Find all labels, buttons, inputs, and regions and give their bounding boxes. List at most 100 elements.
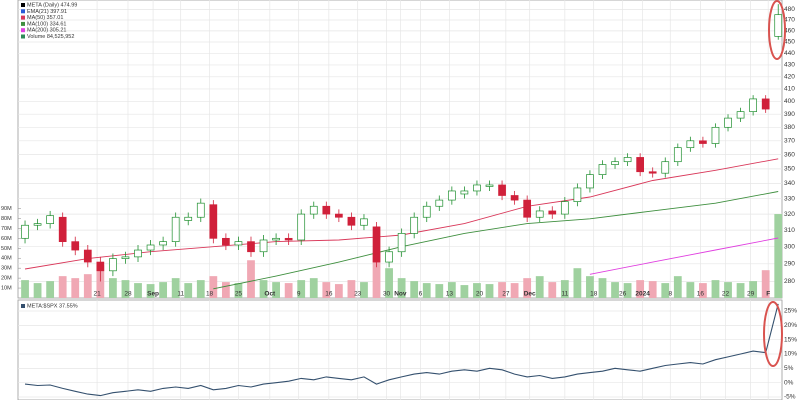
volume-bar (21, 280, 29, 298)
candle-body (83, 249, 92, 263)
candle-body (96, 261, 105, 272)
volume-bar (397, 278, 406, 298)
candle-body (774, 14, 783, 37)
candle-body (699, 140, 707, 144)
volume-bar (46, 281, 55, 298)
moving-average-layer (24, 158, 779, 397)
volume-bar (711, 280, 720, 298)
candle-body (673, 147, 682, 163)
y-tick-label: 0% (784, 379, 794, 386)
volume-bar (560, 280, 569, 298)
candle-body (498, 184, 506, 196)
y-tick-label: 400 (784, 98, 795, 105)
volume-tick-label: 10M (1, 286, 12, 292)
candle-body (447, 190, 456, 201)
x-tick-label: 26 (619, 291, 627, 298)
volume-bar (523, 278, 532, 298)
y-tick-label: 440 (784, 50, 795, 57)
volume-bar (435, 284, 444, 298)
grid-layer (18, 0, 782, 400)
volume-bar (347, 280, 356, 298)
candle-body (171, 216, 180, 242)
candle-body (109, 258, 117, 272)
x-tick-label: Sep (147, 291, 159, 298)
y-tick-label: 25% (784, 308, 797, 315)
volume-bar (661, 283, 670, 298)
volume-bar (121, 280, 130, 298)
volume-tick-label: 30M (1, 266, 12, 272)
y-tick-label: 470 (784, 17, 795, 24)
x-tick-label: 16 (325, 291, 333, 298)
ratio-line (24, 303, 779, 397)
y-tick-label: 480 (784, 6, 795, 13)
x-tick-label: 9 (297, 291, 301, 298)
candle-body (686, 140, 695, 149)
candle-body (196, 202, 205, 218)
volume-tick-label: 40M (1, 256, 12, 262)
volume-bar (598, 278, 607, 298)
volume-bar (749, 281, 758, 298)
x-tick-label: 29 (747, 291, 755, 298)
volume-bar (611, 282, 619, 298)
volume-bar (171, 278, 180, 298)
candle-body (347, 216, 356, 226)
candle-body (761, 98, 770, 110)
volume-bar (485, 284, 494, 298)
candle-body (623, 157, 632, 163)
legend-entry: Volume 84,525,952 (27, 34, 74, 40)
candle-body (598, 164, 607, 175)
volume-tick-label: 50M (1, 246, 12, 252)
volume-bar (71, 278, 80, 298)
volume-tick-label: 70M (1, 226, 12, 232)
y-tick-label: 320 (784, 211, 795, 218)
candle-body (749, 98, 757, 112)
y-tick-label: 300 (784, 243, 795, 250)
legend-swatch (21, 9, 25, 14)
x-tick-label: 30 (383, 291, 391, 298)
legend-swatch (21, 3, 25, 7)
volume-bar (109, 278, 117, 298)
volume-bar (297, 280, 306, 298)
volume-bar (134, 283, 142, 298)
x-tick-label: 11 (177, 291, 184, 298)
x-tick-label: 13 (446, 291, 454, 298)
y-tick-label: 5% (784, 365, 794, 372)
x-tick-label: 20 (476, 291, 484, 298)
x-tick-label: Oct (264, 291, 276, 298)
candle-body (247, 241, 255, 253)
candle-body (648, 171, 657, 174)
candle-body (209, 204, 218, 239)
volume-bar (284, 283, 293, 298)
volume-bar (83, 274, 92, 298)
candle-body (234, 241, 243, 246)
volume-bar (736, 283, 745, 298)
candle-body (33, 223, 42, 226)
candle-body (560, 201, 569, 215)
y-tick-label: 280 (784, 278, 795, 285)
legend-entry: MA(200) 305.21 (27, 28, 66, 34)
candle-body (46, 215, 54, 224)
candle-body (523, 199, 532, 218)
volume-bar (422, 283, 431, 298)
candle-body (159, 241, 167, 246)
x-tick-label: 21 (93, 291, 101, 298)
y-tick-label: 10% (784, 351, 797, 358)
volume-bar (360, 282, 368, 298)
x-tick-label: 6 (419, 291, 423, 298)
candle-body (272, 237, 280, 241)
y-tick-label: 420 (784, 74, 795, 81)
volume-bar (322, 282, 331, 298)
legend-swatch (21, 15, 25, 20)
candle-body (259, 239, 268, 253)
candle-body (360, 218, 368, 226)
volume-tick-label: 80M (1, 216, 12, 222)
y-tick-label: 460 (784, 28, 795, 35)
volume-bar (498, 282, 506, 298)
y-tick-label: 20% (784, 322, 797, 329)
candle-body (473, 184, 481, 192)
volume-bar (385, 268, 393, 298)
candle-body (636, 157, 644, 173)
candle-body (485, 184, 494, 187)
volume-bar (535, 276, 544, 298)
